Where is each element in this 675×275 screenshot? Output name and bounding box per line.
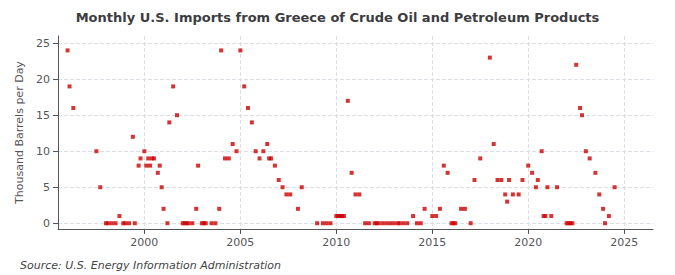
svg-text:0: 0 [43, 217, 50, 230]
svg-text:2005: 2005 [226, 236, 254, 249]
svg-text:15: 15 [36, 109, 50, 122]
svg-text:10: 10 [36, 145, 50, 158]
svg-text:2015: 2015 [418, 236, 446, 249]
svg-text:Source: U.S. Energy Informatio: Source: U.S. Energy Information Administ… [20, 259, 281, 272]
svg-text:2020: 2020 [514, 236, 542, 249]
svg-text:20: 20 [36, 73, 50, 86]
svg-text:5: 5 [43, 181, 50, 194]
svg-text:2000: 2000 [130, 236, 158, 249]
svg-text:2025: 2025 [610, 236, 638, 249]
svg-text:Thousand Barrels per Day: Thousand Barrels per Day [13, 61, 26, 205]
svg-text:2010: 2010 [322, 236, 350, 249]
svg-text:Monthly U.S. Imports from Gree: Monthly U.S. Imports from Greece of Crud… [76, 10, 600, 25]
svg-text:25: 25 [36, 37, 50, 50]
